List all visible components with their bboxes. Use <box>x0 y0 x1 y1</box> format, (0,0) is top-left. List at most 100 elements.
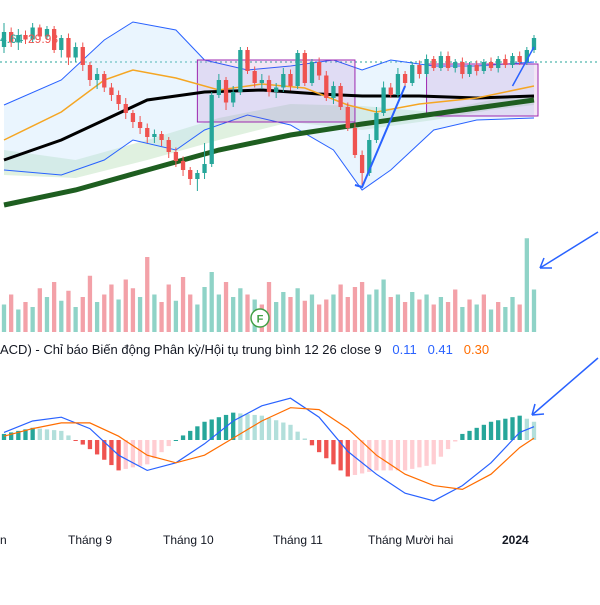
macd-histogram-bar <box>9 432 14 440</box>
volume-bar <box>166 284 171 332</box>
candle-body <box>59 38 64 50</box>
volume-bar <box>503 307 508 332</box>
macd-histogram-bar <box>80 440 85 445</box>
volume-bar <box>359 282 365 332</box>
macd-histogram-bar <box>173 440 179 441</box>
candle-body <box>180 161 186 170</box>
candle-body <box>395 74 401 95</box>
volume-bar <box>431 304 436 332</box>
volume-bar <box>388 297 393 332</box>
candle-body <box>16 35 21 43</box>
month-label-5: 2024 <box>502 533 529 547</box>
volume-bar <box>460 307 465 332</box>
candle-body <box>73 47 78 58</box>
macd-histogram-bar <box>245 414 250 440</box>
volume-bar <box>59 300 64 332</box>
candle-body <box>188 170 193 179</box>
macd-histogram-bar <box>109 440 114 466</box>
macd-histogram-bar <box>66 435 71 440</box>
bollinger-lower <box>3 114 535 191</box>
volume-bar <box>195 304 200 332</box>
volume-bar <box>309 294 315 332</box>
volume-bar <box>517 304 522 332</box>
candle-body <box>245 50 250 71</box>
volume-bar <box>109 284 114 332</box>
volume-bar <box>352 287 358 332</box>
macd-histogram-bar <box>503 418 508 440</box>
macd-histogram-bar <box>44 429 50 440</box>
volume-bar <box>453 289 458 332</box>
macd-histogram-bar <box>281 422 286 440</box>
volume-bar <box>381 279 386 332</box>
macd-arrow-head <box>531 403 545 416</box>
volume-bar <box>467 299 472 332</box>
volume-bar <box>44 297 50 332</box>
macd-histogram-bar <box>231 412 236 440</box>
macd-histogram-bar <box>51 430 57 440</box>
ichimoku-cloud <box>4 95 534 178</box>
macd-histogram-bar <box>37 428 42 440</box>
macd-histogram-bar <box>431 440 436 465</box>
candle-body <box>288 74 293 86</box>
volume-bar <box>116 299 121 332</box>
macd-histogram-bar <box>417 440 422 468</box>
volume-bar <box>245 294 250 332</box>
candle-body <box>367 140 372 173</box>
candle-body <box>94 74 100 80</box>
volume-bar <box>524 238 529 332</box>
macd-arrow <box>531 357 599 416</box>
volume-bar <box>73 307 78 332</box>
macd-histogram-bar <box>1 433 7 440</box>
volume-bar <box>367 294 372 332</box>
macd-histogram-bar <box>152 440 157 459</box>
macd-histogram-bar <box>188 430 193 440</box>
macd-histogram-bar <box>288 424 293 440</box>
candle-body <box>44 29 50 37</box>
month-label-0: n <box>0 533 7 547</box>
candle-body <box>123 104 128 113</box>
candle-body <box>417 65 422 74</box>
ema-200-line <box>3 97 535 208</box>
macd-histogram-bar <box>209 419 214 440</box>
macd-histogram-bar <box>395 440 401 471</box>
macd-histogram-bar <box>474 427 479 440</box>
candle-body <box>87 65 93 80</box>
volume-bar <box>173 300 179 332</box>
earnings-icon <box>250 308 270 328</box>
candle-body <box>252 71 257 83</box>
candle-body <box>166 140 171 152</box>
volume-bar <box>23 302 28 332</box>
candle-body <box>102 74 107 88</box>
volume-bar <box>159 302 164 332</box>
macd-histogram-bar <box>295 431 300 440</box>
macd-histogram-bar <box>467 430 472 440</box>
macd-histogram-bar <box>130 440 136 468</box>
v-bottom-line <box>354 85 407 189</box>
candle-body <box>80 47 85 65</box>
candle-body <box>37 27 42 37</box>
volume-bar <box>216 294 222 332</box>
volume-bar <box>137 297 143 332</box>
candle-body <box>202 164 207 173</box>
signal-value: 0.41 <box>427 342 453 357</box>
trend-arrow-line <box>511 46 535 87</box>
candle-body <box>481 62 487 71</box>
macd-histogram-bar <box>531 421 537 440</box>
candle-body <box>238 50 243 92</box>
volume-bar <box>316 304 322 332</box>
volume-bar <box>123 279 128 332</box>
month-label-4: Tháng Mười hai <box>368 533 454 547</box>
volume-arrow-head <box>539 257 552 269</box>
volume-bar <box>295 288 300 332</box>
volume-bar <box>266 282 272 332</box>
candle-body <box>402 74 408 83</box>
candle-body <box>324 75 329 98</box>
candle-body <box>109 87 114 95</box>
earnings-icon-label: F <box>257 314 264 326</box>
candle-body <box>316 62 322 76</box>
macd-histogram-bar <box>16 430 21 440</box>
macd-histogram-bar <box>481 424 487 440</box>
candle-body <box>438 56 444 68</box>
volume-bar <box>231 297 236 332</box>
